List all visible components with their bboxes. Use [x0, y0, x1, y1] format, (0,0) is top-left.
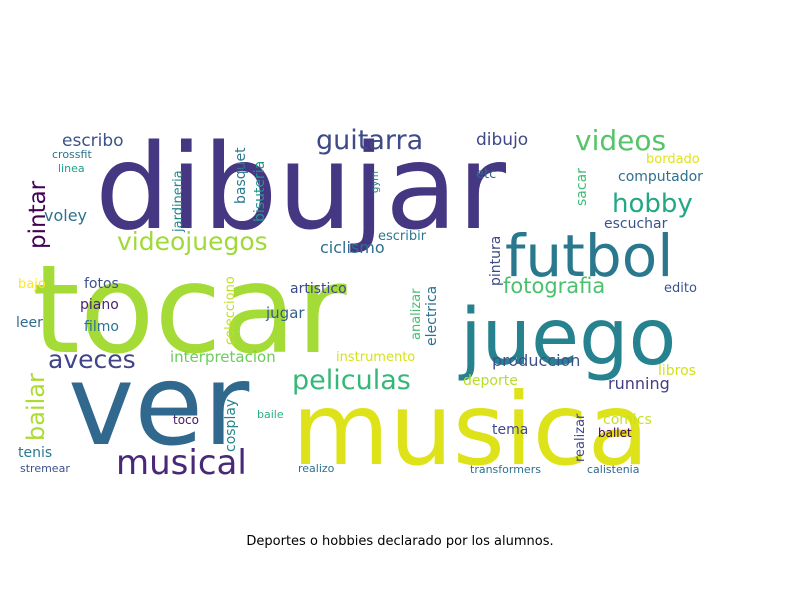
word-jardineria: jardineria: [171, 170, 186, 233]
word-escuchar: escuchar: [604, 216, 668, 232]
word-ballet: ballet: [598, 426, 632, 440]
word-comics: comics: [603, 412, 652, 428]
word-leer: leer: [16, 315, 43, 331]
word-bailar: bailar: [22, 373, 50, 441]
word-computador: computador: [618, 169, 703, 185]
word-filmo: filmo: [84, 319, 119, 335]
word-realizo: realizo: [298, 462, 335, 475]
word-videos: videos: [575, 124, 666, 157]
word-voley: voley: [44, 206, 87, 225]
word-piano: piano: [80, 297, 119, 313]
word-colecciono: colecciono: [223, 276, 238, 345]
word-aveces: aveces: [48, 345, 136, 374]
word-pintar: pintar: [25, 180, 51, 249]
word-sacar: sacar: [574, 168, 590, 206]
word-escribo: escribo: [62, 131, 124, 151]
word-interpretacion: interpretacion: [170, 348, 276, 366]
word-produccion: produccion: [492, 351, 580, 370]
word-artistico: artistico: [290, 281, 347, 297]
word-videojuegos: videojuegos: [117, 227, 268, 256]
word-tocar: tocar: [32, 239, 347, 381]
word-musica: musica: [292, 371, 649, 488]
word-basquet: basquet: [233, 147, 249, 204]
word-tenis: tenis: [18, 445, 52, 461]
word-pintura: pintura: [488, 236, 504, 286]
word-crossfit: crossfit: [52, 148, 92, 161]
word-deporte: deporte: [463, 373, 518, 389]
word-peliculas: peliculas: [292, 365, 411, 396]
word-bordado: bordado: [646, 152, 700, 167]
word-dibujo: dibujo: [476, 130, 528, 150]
word-dibujar: dibujar: [95, 118, 506, 256]
word-realizar: realizar: [573, 413, 588, 462]
word-running: running: [608, 374, 670, 393]
word-ver: ver: [68, 341, 250, 471]
word-stremear: stremear: [20, 462, 70, 475]
word-jugar: jugar: [265, 304, 305, 322]
word-cosplay: cosplay: [223, 399, 239, 452]
word-calistenia: calistenia: [587, 463, 639, 476]
word-instrumento: instrumento: [336, 350, 415, 365]
word-hobby: hobby: [612, 189, 693, 219]
figure-caption: Deportes o hobbies declarado por los alu…: [246, 534, 554, 549]
word-escribir: escribir: [378, 229, 427, 244]
word-edito: edito: [664, 281, 697, 296]
word-toco: toco: [173, 413, 199, 427]
word-gym: gym: [370, 171, 381, 193]
word-baile: baile: [257, 408, 284, 421]
word-tema: tema: [492, 422, 528, 438]
word-fotografia: fotografia: [503, 274, 605, 298]
word-bajo: bajo: [18, 277, 46, 292]
word-guitarra: guitarra: [316, 125, 423, 156]
word-transformers: transformers: [470, 463, 541, 476]
word-libros: libros: [658, 363, 696, 379]
word-futbol: futbol: [505, 222, 673, 290]
word-ciclismo: ciclismo: [320, 238, 385, 257]
word-musical: musical: [116, 443, 247, 483]
word-juego: juego: [458, 293, 676, 383]
word-bisuteria: bisuteria: [252, 161, 268, 222]
word-linea: linea: [58, 162, 85, 175]
word-fotos: fotos: [84, 276, 119, 292]
word-electrica: electrica: [424, 286, 440, 346]
word-analizar: analizar: [409, 288, 424, 340]
word-etc: etc: [476, 167, 496, 182]
